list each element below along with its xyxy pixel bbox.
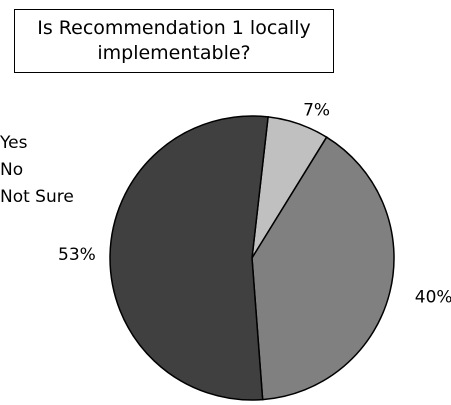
legend-item-not-sure: Not Sure [0, 187, 74, 207]
pie-slice-yes [109, 115, 269, 401]
data-label-not-sure: 7% [303, 100, 330, 120]
chart-title: Is Recommendation 1 locally implementabl… [37, 17, 311, 64]
legend-item-no: No [0, 160, 24, 180]
data-label-yes: 53% [58, 245, 96, 265]
chart-title-box: Is Recommendation 1 locally implementabl… [14, 9, 334, 73]
pie-slice-no [251, 136, 395, 401]
legend-item-yes: Yes [0, 133, 28, 153]
data-label-no: 40% [415, 288, 451, 308]
legend: Yes No Not Sure [0, 130, 74, 211]
